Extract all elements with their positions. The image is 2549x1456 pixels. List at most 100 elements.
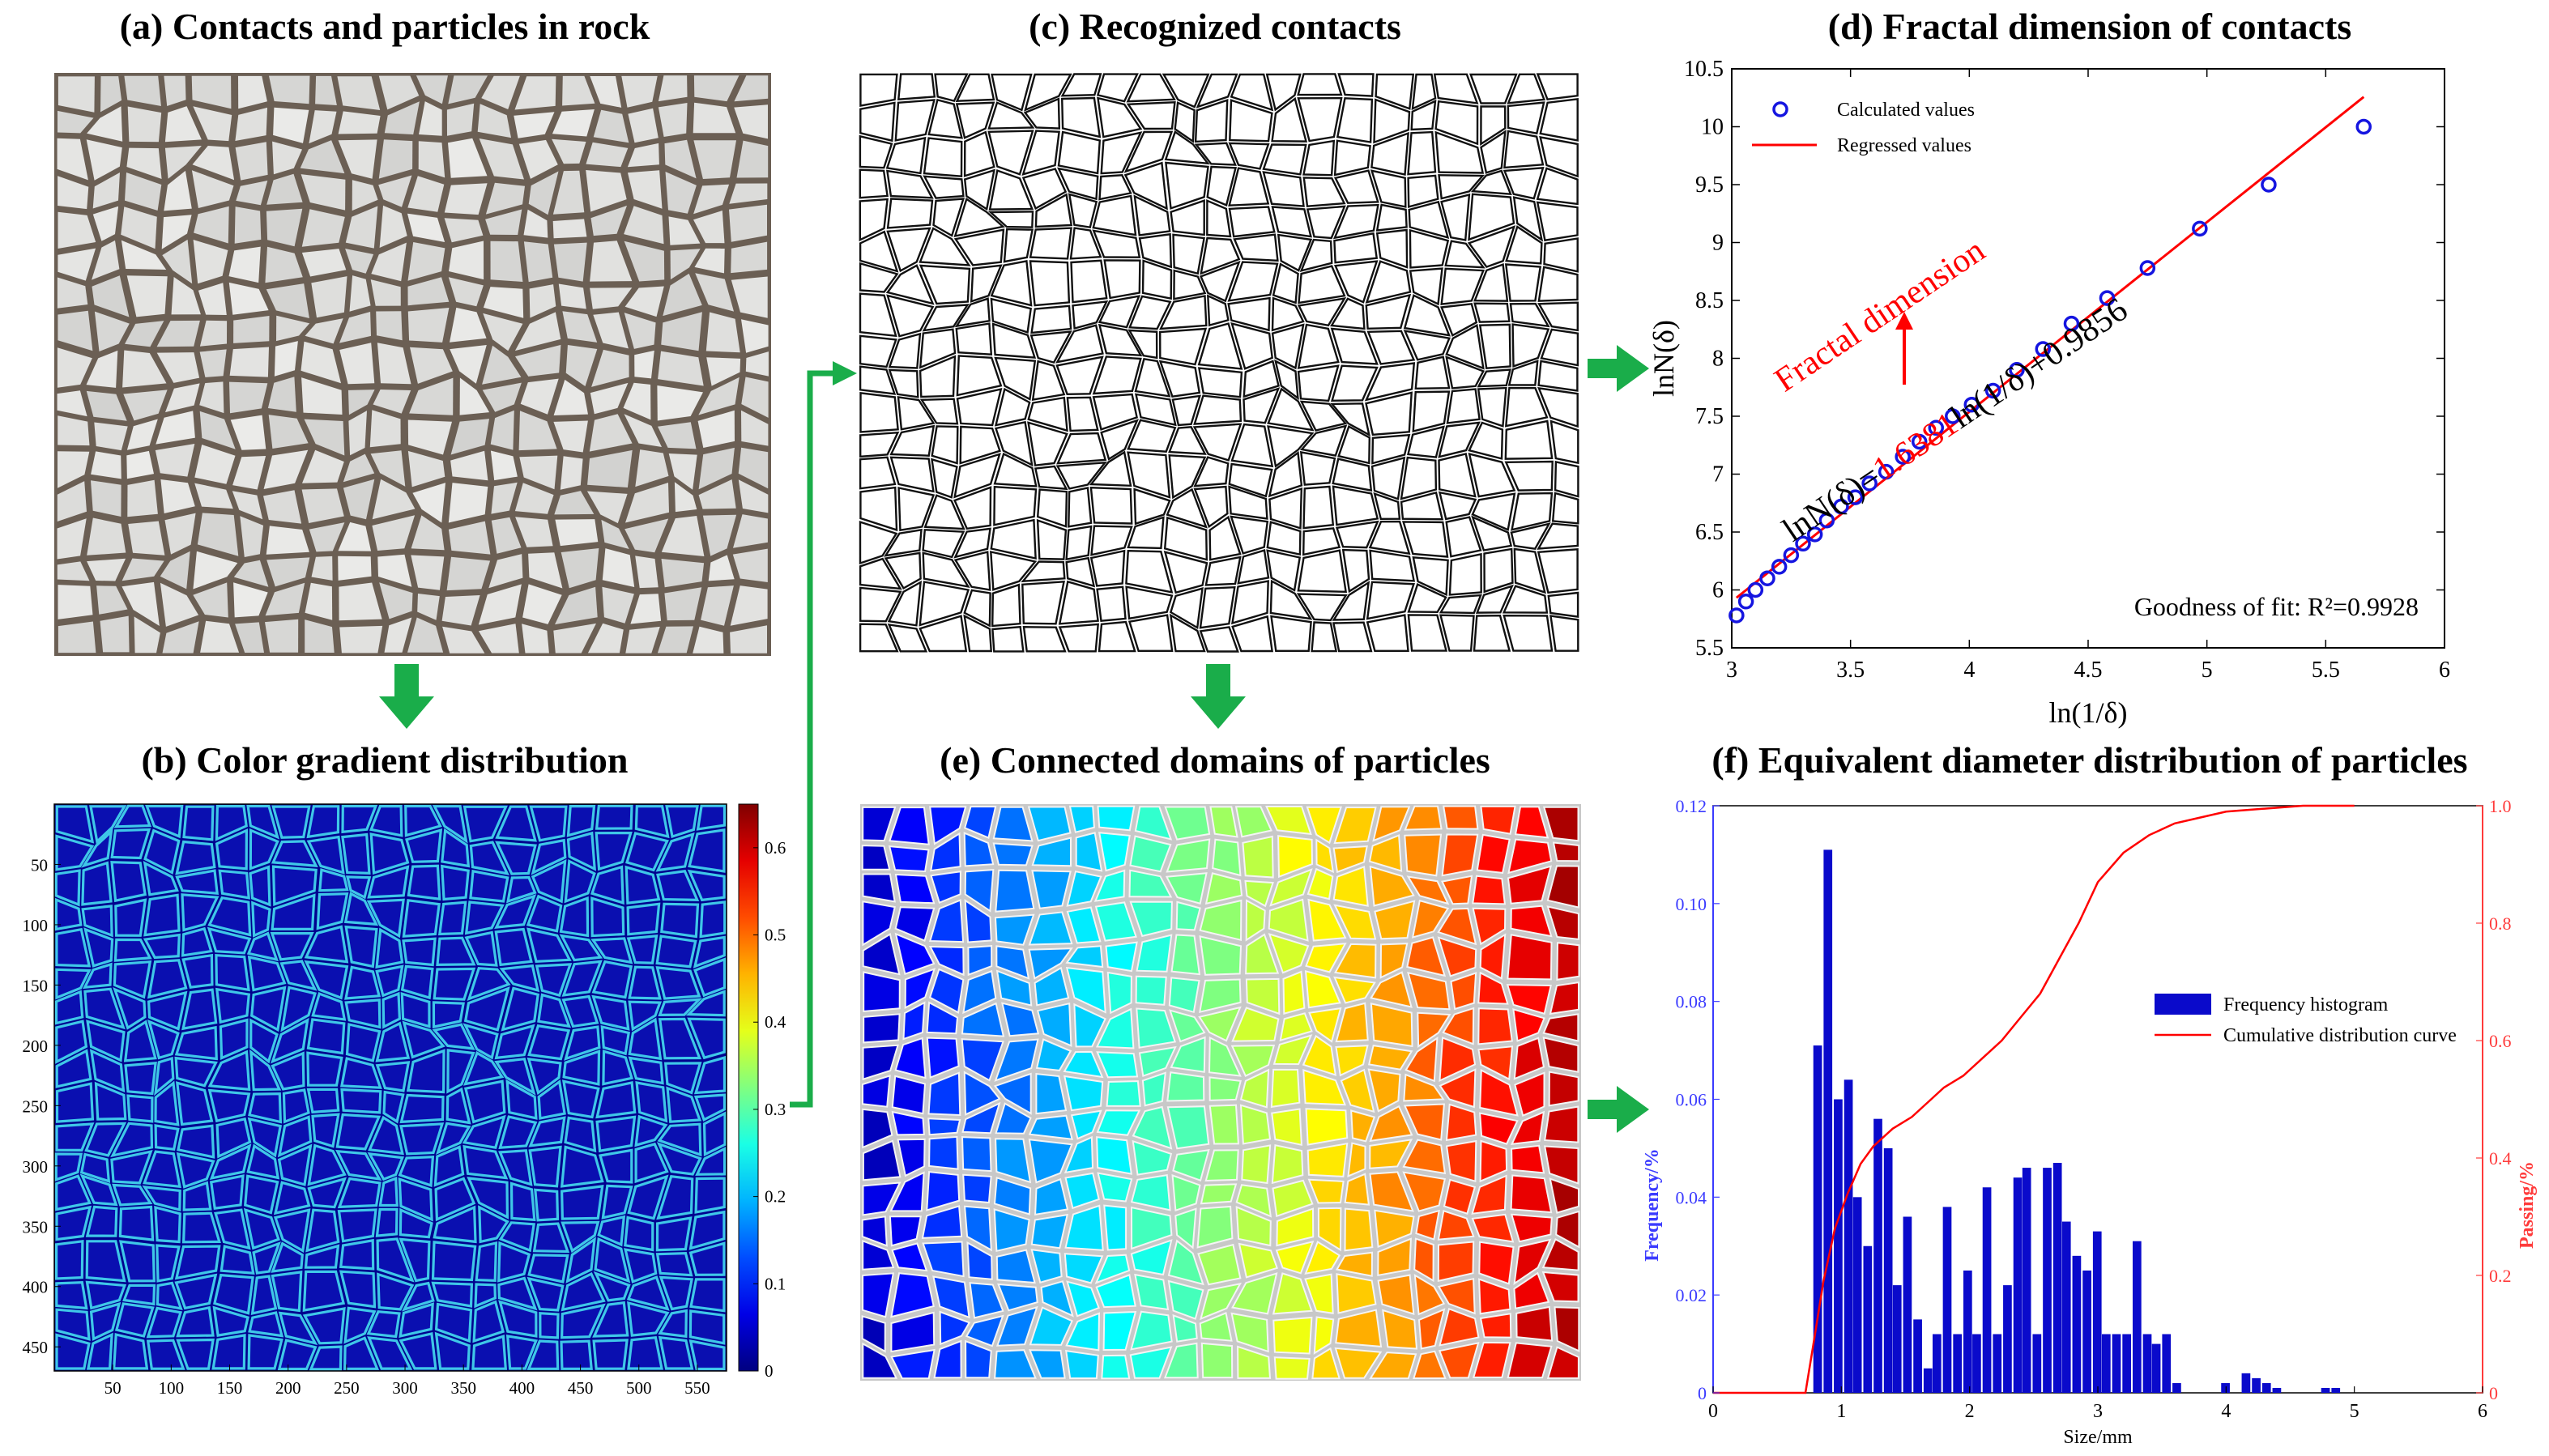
histogram-bar	[2122, 1334, 2132, 1393]
histogram-bar	[1903, 1216, 1912, 1393]
colorbar-tick-label: 0.4	[765, 1012, 786, 1032]
diameter-chart: 0 1 2 3 4 5 6 0 0.02 0.04 0.06 0.08 0.10 0.12 0 0.2 0.4 0…	[1636, 790, 2543, 1454]
colorbar-tick-label: 0.2	[765, 1187, 786, 1207]
histogram-bar	[1932, 1334, 1942, 1393]
histogram-bar	[2043, 1168, 2052, 1393]
arrow-down-a-to-b-icon	[379, 664, 434, 729]
arrow-right-c-to-d-icon	[1588, 345, 1649, 392]
x-axis-label: ln(1/δ)	[2049, 696, 2128, 729]
connected-domains-image	[860, 804, 1581, 1381]
y-tick-label: 9.5	[1695, 172, 1724, 198]
histogram-bar	[2331, 1387, 2341, 1393]
histogram-bar	[1923, 1368, 1933, 1393]
histogram-bar	[2061, 1221, 2071, 1393]
x-tick-label: 500	[626, 1378, 652, 1398]
x-tick-label: 450	[568, 1378, 594, 1398]
data-point	[2355, 118, 2372, 135]
x-tick-label: 5.5	[2312, 658, 2340, 683]
data-point	[1747, 581, 1764, 598]
legend-marker-histogram	[2155, 994, 2211, 1015]
histogram-bar	[1892, 1285, 1902, 1393]
histogram-bar	[2151, 1343, 2161, 1393]
color-gradient-graphic: 50 100 150 200 250 300 350 400 450 50 100 150 200 250…	[23, 803, 786, 1398]
panel-c-title: (c) Recognized contacts	[1029, 6, 1401, 47]
legend-label-curve: Cumulative distribution curve	[2223, 1025, 2457, 1046]
y-left-tick-label: 0.10	[1676, 894, 1707, 914]
y-tick-label: 450	[23, 1338, 49, 1357]
panel-d-title: (d) Fractal dimension of contacts	[1827, 6, 2352, 47]
goodness-of-fit: Goodness of fit: R²=0.9928	[2134, 592, 2419, 621]
data-point	[1783, 547, 1800, 564]
fractal-chart-svg: 3 3.5 4 4.5 5 5.5 6 5.5 6 6.5 7 7.5 8 8.5 9 9.5 10 10.5 ln…	[1647, 57, 2450, 729]
x-tick-label: 200	[275, 1378, 301, 1398]
y-axis-label: lnN(δ)	[1647, 320, 1680, 397]
legend-marker-calculated	[1772, 101, 1788, 117]
data-point	[1928, 419, 1945, 436]
colorbar-tick-label: 0	[765, 1361, 774, 1381]
x-tick-label: 350	[450, 1378, 476, 1398]
colorbar-tick-label: 0.5	[765, 926, 786, 945]
y-right-tick-label: 1.0	[2489, 796, 2512, 816]
x-tick-label: 3	[1726, 658, 1737, 683]
x-tick-label: 4.5	[2074, 658, 2103, 683]
panel-a-title: (a) Contacts and particles in rock	[119, 6, 650, 47]
color-gradient-panel: 50 100 150 200 250 300 350 400 450 50 100 150 200 250…	[0, 802, 802, 1441]
x-tick-label: 0	[1708, 1401, 1718, 1422]
y-tick-label: 8	[1712, 347, 1724, 372]
histogram-bar	[1844, 1079, 1853, 1393]
histogram-bar	[1913, 1319, 1922, 1393]
x-tick-label: 4	[2221, 1401, 2231, 1422]
histogram-bar	[2112, 1334, 2121, 1393]
histogram-bar	[2142, 1334, 2152, 1393]
histogram-bar	[1953, 1334, 1963, 1393]
y-tick-label: 100	[23, 916, 49, 935]
y-right-tick-label: 0.4	[2489, 1148, 2512, 1169]
data-point	[2063, 315, 2080, 332]
data-point	[1795, 535, 1811, 552]
y-left-tick-label: 0.12	[1676, 796, 1707, 816]
histogram-bar	[2032, 1334, 2042, 1393]
x-tick-label: 2	[1965, 1401, 1975, 1422]
y-left-tick-label: 0.08	[1676, 992, 1707, 1012]
histogram-bar	[1823, 849, 1833, 1393]
histogram-bar	[2092, 1231, 2102, 1393]
y-left-tick-label: 0.04	[1676, 1187, 1707, 1207]
y-right-axis-label: Passing/%	[2517, 1161, 2538, 1249]
histogram-bar	[1993, 1334, 2002, 1393]
diameter-chart-svg: 0 1 2 3 4 5 600.020.040.060.080.100.1200.20.40…	[1642, 796, 2538, 1448]
x-tick-label: 6	[2478, 1401, 2487, 1422]
colorbar-tick-label: 0.3	[765, 1100, 786, 1119]
x-tick-label: 5	[2202, 658, 2213, 683]
histogram-bar	[2013, 1177, 2023, 1393]
x-axis-label: Size/mm	[2063, 1427, 2133, 1448]
y-right-tick-label: 0	[2489, 1383, 2498, 1403]
y-tick-label: 7	[1712, 462, 1724, 487]
data-point	[1806, 526, 1823, 543]
y-tick-label: 5.5	[1695, 636, 1724, 661]
data-point	[1895, 449, 1911, 465]
x-tick-label: 100	[159, 1378, 185, 1398]
x-tick-label: 5	[2350, 1401, 2359, 1422]
y-left-tick-label: 0.06	[1676, 1090, 1707, 1110]
histogram-bar	[2321, 1387, 2330, 1393]
data-point	[1984, 382, 2001, 399]
histogram-bar	[2082, 1270, 2091, 1393]
y-right-tick-label: 0.6	[2489, 1031, 2512, 1051]
histogram-bar	[1972, 1334, 1981, 1393]
data-point	[1911, 433, 1928, 450]
histogram-bar	[2022, 1168, 2031, 1393]
cumulative-curve	[1713, 804, 2355, 1394]
data-point	[1728, 607, 1745, 624]
histogram-bar	[1863, 1245, 1873, 1393]
x-tick-label: 400	[509, 1378, 535, 1398]
y-tick-label: 10	[1701, 115, 1724, 140]
rock-photo-graphic	[54, 73, 771, 656]
data-point	[2192, 220, 2208, 237]
panel-b-title: (b) Color gradient distribution	[141, 739, 629, 781]
rock-photo	[54, 73, 771, 656]
y-tick-label: 200	[23, 1037, 49, 1056]
colorbar-tick-label: 0.1	[765, 1274, 786, 1293]
connected-domains-graphic	[860, 804, 1581, 1381]
y-tick-label: 400	[23, 1278, 49, 1297]
